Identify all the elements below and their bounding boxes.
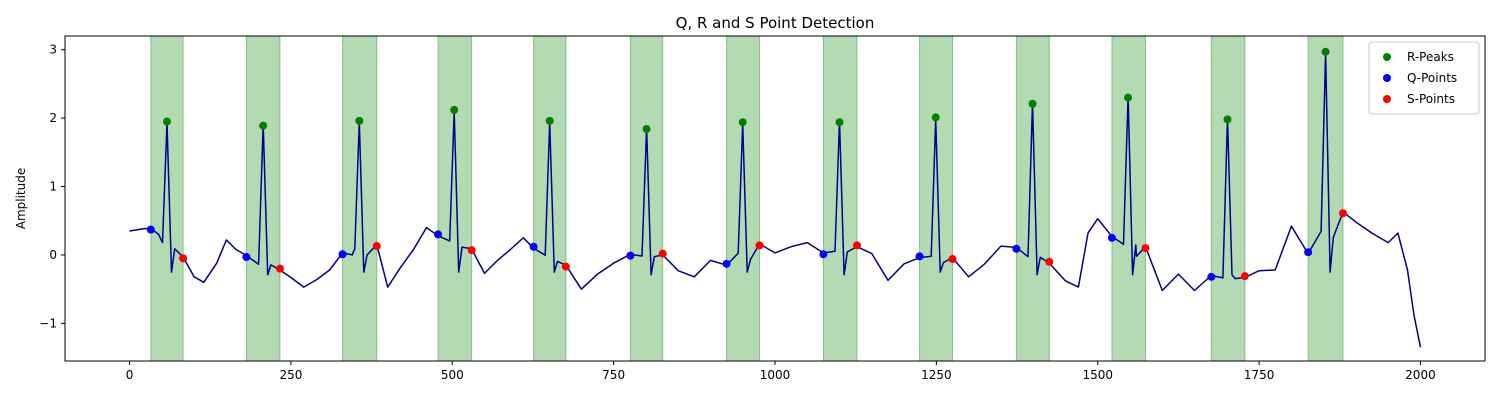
qrs-span-1 [245, 35, 281, 362]
y-tick-label-4: 3 [49, 43, 57, 57]
y-tick-label-3: 2 [49, 111, 57, 125]
s-point-1 [275, 264, 284, 273]
qrs-span-2 [342, 35, 378, 362]
q-point-2 [338, 250, 347, 259]
y-tick-label-0: −1 [39, 316, 57, 330]
y-axis-label: Amplitude [14, 168, 28, 230]
qrs-span-11 [1210, 35, 1246, 362]
qrs-span-4 [533, 35, 567, 362]
qrs-span-9 [1015, 35, 1050, 362]
s-points [179, 209, 1347, 281]
r-peaks [162, 47, 1330, 134]
r-peak-7 [835, 118, 844, 127]
qrs-span-5 [629, 35, 664, 362]
r-peak-4 [545, 116, 554, 125]
qrs-spans [150, 35, 1344, 362]
qrs-span-8 [919, 35, 954, 362]
y-tick-label-2: 1 [49, 180, 57, 194]
r-peak-9 [1028, 99, 1037, 108]
q-point-4 [529, 242, 538, 251]
x-tick-label-7: 1750 [1244, 368, 1275, 382]
qrs-span-6 [726, 35, 761, 362]
qrs-span-7 [822, 35, 858, 362]
x-tick-label-4: 1000 [760, 368, 791, 382]
x-tick-label-8: 2000 [1405, 368, 1436, 382]
s-point-11 [1240, 272, 1249, 281]
q-point-8 [915, 252, 924, 261]
s-point-3 [467, 246, 476, 255]
q-points [146, 225, 1313, 281]
q-point-10 [1107, 233, 1116, 242]
q-point-3 [434, 230, 443, 239]
x-tick-label-6: 1500 [1082, 368, 1113, 382]
q-point-9 [1012, 244, 1021, 253]
legend-marker-0 [1383, 53, 1391, 61]
qrs-span-12 [1307, 35, 1344, 362]
q-point-1 [242, 253, 251, 261]
s-point-7 [852, 241, 861, 250]
s-point-5 [658, 249, 667, 258]
ecg-signal-line [129, 52, 1422, 348]
r-peak-12 [1321, 47, 1330, 56]
legend-marker-1 [1383, 74, 1391, 82]
y-tick-label-1: 0 [49, 248, 57, 262]
legend-label-2: S-Points [1407, 92, 1455, 106]
q-point-6 [722, 259, 731, 268]
qrs-span-3 [437, 35, 473, 362]
q-point-12 [1304, 248, 1313, 257]
q-point-0 [146, 225, 155, 234]
s-point-6 [755, 241, 764, 250]
r-peak-3 [450, 105, 459, 114]
x-tick-label-2: 500 [441, 368, 464, 382]
x-tick-label-1: 250 [279, 368, 302, 382]
qrs-span-10 [1111, 35, 1146, 362]
y-axis: −1 0 1 2 3 [39, 43, 65, 330]
q-point-5 [626, 251, 635, 260]
chart-title: Q, R and S Point Detection [676, 14, 875, 32]
r-peak-10 [1124, 93, 1133, 102]
s-point-8 [948, 255, 957, 264]
plot-area [64, 35, 1486, 362]
s-point-2 [372, 242, 381, 251]
qrs-span-0 [150, 35, 184, 362]
s-point-10 [1141, 244, 1150, 253]
r-peak-1 [259, 121, 268, 130]
r-peak-6 [738, 118, 747, 127]
x-axis: 0 250 500 750 1000 1250 1500 1750 2000 [126, 361, 1436, 382]
x-tick-label-0: 0 [126, 368, 134, 382]
r-peak-2 [355, 116, 364, 125]
s-point-0 [179, 254, 188, 263]
legend-box [1368, 41, 1480, 115]
s-point-4 [561, 262, 570, 271]
legend: R-Peaks Q-Points S-Points [1368, 41, 1480, 115]
q-point-11 [1207, 272, 1216, 281]
x-tick-label-3: 750 [602, 368, 625, 382]
r-peak-8 [931, 113, 940, 122]
s-point-9 [1045, 257, 1054, 266]
s-point-12 [1339, 209, 1347, 218]
r-peak-5 [642, 125, 651, 134]
legend-label-0: R-Peaks [1407, 50, 1454, 64]
x-tick-label-5: 1250 [921, 368, 952, 382]
legend-label-1: Q-Points [1407, 71, 1457, 85]
q-point-7 [819, 250, 828, 259]
legend-marker-2 [1383, 95, 1391, 103]
r-peak-11 [1223, 115, 1232, 124]
r-peak-0 [162, 117, 171, 126]
